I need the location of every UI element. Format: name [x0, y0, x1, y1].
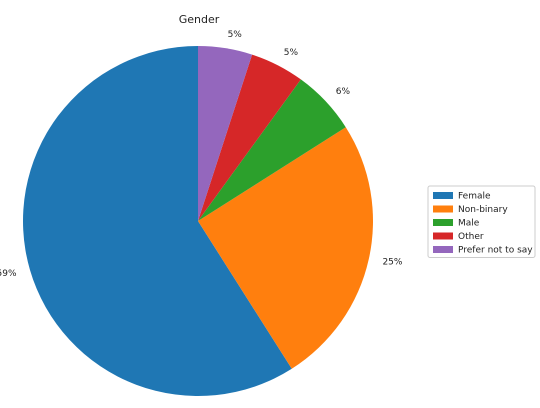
pie-slice [23, 46, 292, 396]
legend-label: Non-binary [458, 205, 508, 215]
pie-slice [198, 79, 346, 221]
pie-slice [198, 127, 373, 369]
legend-label: Other [458, 232, 484, 242]
pie-slice [198, 46, 253, 221]
slice-label: 5% [284, 48, 299, 58]
legend-swatch [433, 219, 453, 226]
legend-swatch [433, 192, 453, 199]
legend-swatch [433, 205, 453, 213]
legend-swatch [433, 246, 453, 253]
legend-label: Female [458, 192, 491, 202]
slice-label: 59% [0, 269, 17, 279]
pie-slice [198, 54, 301, 221]
slice-label: 6% [336, 87, 351, 97]
slice-label: 25% [382, 258, 402, 268]
legend-label: Male [458, 219, 480, 229]
legend-swatch [433, 232, 453, 240]
chart-title: Gender [179, 13, 220, 26]
slice-label: 5% [228, 30, 243, 40]
legend-label: Prefer not to say [458, 246, 533, 256]
legend-box [427, 185, 536, 258]
